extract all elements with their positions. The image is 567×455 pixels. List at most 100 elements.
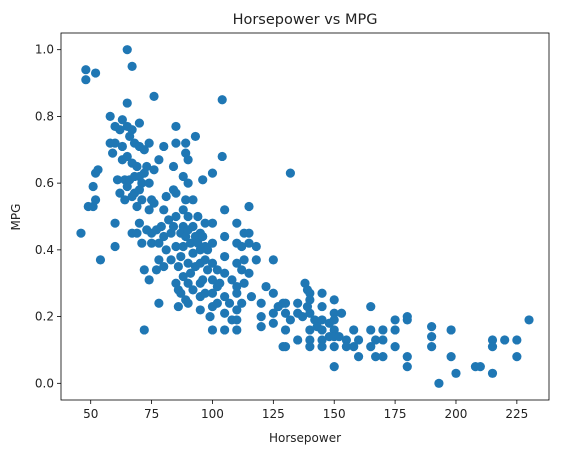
scatter-point: [176, 251, 186, 262]
scatter-point: [317, 342, 327, 352]
y-tick-label: 0.0: [35, 376, 54, 390]
scatter-point: [207, 325, 218, 335]
scatter-point: [220, 291, 230, 302]
scatter-point: [178, 171, 188, 182]
scatter-point: [144, 205, 154, 215]
scatter-point: [256, 322, 266, 332]
scatter-point: [137, 195, 147, 205]
scatter-point: [329, 342, 339, 352]
scatter-point: [268, 288, 278, 298]
scatter-point: [251, 255, 261, 265]
scatter-point: [487, 368, 498, 378]
scatter-point: [139, 325, 149, 335]
scatter-point: [232, 258, 242, 268]
scatter-point: [329, 315, 339, 325]
scatter-point: [224, 298, 235, 308]
scatter-point: [132, 228, 142, 238]
scatter-point: [161, 245, 171, 255]
scatter-point: [176, 288, 186, 298]
scatter-point: [329, 308, 339, 318]
scatter-point: [329, 325, 339, 335]
scatter-point: [336, 308, 347, 318]
x-tick-label: 225: [505, 407, 528, 421]
scatter-point: [127, 61, 137, 71]
scatter-point: [317, 315, 327, 325]
scatter-point: [146, 238, 157, 248]
y-tick-label: 0.6: [35, 176, 54, 190]
scatter-point: [159, 231, 169, 242]
scatter-point: [122, 45, 132, 55]
scatter-point: [402, 311, 412, 322]
scatter-point: [93, 165, 103, 175]
scatter-point: [178, 271, 188, 282]
scatter-point: [246, 291, 257, 302]
scatter-point: [88, 181, 98, 192]
scatter-point: [402, 352, 412, 362]
scatter-point: [244, 201, 254, 212]
scatter-point: [305, 342, 315, 352]
y-tick-label: 1.0: [35, 43, 54, 57]
scatter-point: [137, 238, 147, 248]
x-tick-label: 200: [445, 407, 468, 421]
scatter-point: [95, 255, 106, 265]
scatter-point: [268, 255, 278, 265]
scatter-point: [115, 188, 125, 198]
scatter-point: [202, 265, 213, 275]
scatter-point: [200, 218, 210, 228]
scatter-point: [156, 221, 166, 232]
scatter-point: [232, 325, 242, 335]
scatter-point: [90, 195, 101, 205]
scatter-point: [134, 118, 145, 128]
scatter-point: [185, 268, 196, 278]
scatter-point: [305, 288, 315, 298]
scatter-point: [305, 308, 315, 318]
scatter-point: [390, 342, 400, 352]
scatter-point: [366, 342, 376, 352]
x-axis-label: Horsepower: [269, 431, 341, 445]
scatter-point: [220, 231, 230, 242]
scatter-point: [446, 325, 456, 335]
scatter-point: [166, 255, 176, 265]
scatter-point: [212, 265, 222, 275]
scatter-point: [164, 215, 174, 225]
scatter-point: [168, 161, 179, 172]
scatter-point: [427, 332, 437, 342]
scatter-point: [305, 295, 315, 305]
scatter-point: [112, 175, 123, 185]
scatter-point: [378, 352, 388, 362]
scatter-point: [151, 265, 162, 275]
scatter-point: [132, 161, 142, 172]
scatter-point: [183, 211, 193, 222]
x-tick-label: 175: [384, 407, 407, 421]
scatter-point: [220, 325, 230, 335]
x-tick-label: 50: [83, 407, 98, 421]
scatter-point: [329, 295, 339, 305]
scatter-point: [341, 342, 351, 352]
scatter-point: [317, 325, 327, 335]
scatter-point: [285, 168, 295, 178]
scatter-point: [329, 362, 339, 372]
scatter-point: [144, 275, 154, 285]
scatter-point: [512, 352, 522, 362]
scatter-point: [110, 241, 120, 252]
scatter-point: [280, 298, 291, 308]
scatter-point: [173, 261, 183, 272]
scatter-point: [280, 325, 291, 335]
scatter-point: [220, 251, 230, 262]
scatter-point: [366, 325, 376, 335]
scatter-point: [139, 265, 149, 275]
scatter-point: [353, 352, 364, 362]
scatter-point: [81, 75, 91, 85]
scatter-point: [305, 325, 315, 335]
scatter-point: [142, 161, 152, 172]
scatter-point: [198, 275, 208, 285]
scatter-point: [149, 91, 159, 101]
scatter-point: [90, 68, 101, 78]
scatter-point: [207, 258, 218, 268]
x-tick-label: 150: [323, 407, 346, 421]
y-axis-label: MPG: [9, 204, 23, 231]
scatter-point: [366, 301, 376, 312]
scatter-point: [220, 268, 230, 278]
scatter-point: [207, 218, 218, 228]
scatter-point: [178, 205, 188, 215]
